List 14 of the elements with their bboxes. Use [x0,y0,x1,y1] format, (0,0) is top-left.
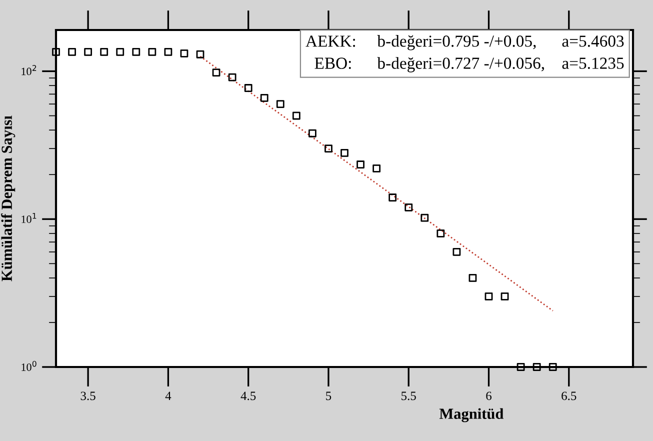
annotation: EBO: b-değeri=0.727 -/+0.056, a=5.1235 [314,57,624,72]
x-tick-label: 3.5 [80,392,96,400]
x-tick-label: 5 [326,392,332,400]
y-tick-label: 10$^{2}$ [22,65,36,76]
y-tick-label: 10$^{0}$ [22,360,36,371]
x-axis-title: Magnitüd [439,408,504,422]
x-tick-label: 4.5 [240,392,256,400]
x-tick-label: 4 [165,392,172,400]
annotation: AEKK: b-değeri=0.795 -/+0.05, a=5.4603 [306,35,624,50]
x-tick-label: 6 [486,392,492,400]
y-tick-label: 10$^{1}$ [22,212,36,224]
x-tick-label: 6.5 [562,392,576,400]
x-tick-label: 5.5 [402,392,416,400]
y-axis-title: Kümülatif Deprem Sayısı [1,116,16,282]
